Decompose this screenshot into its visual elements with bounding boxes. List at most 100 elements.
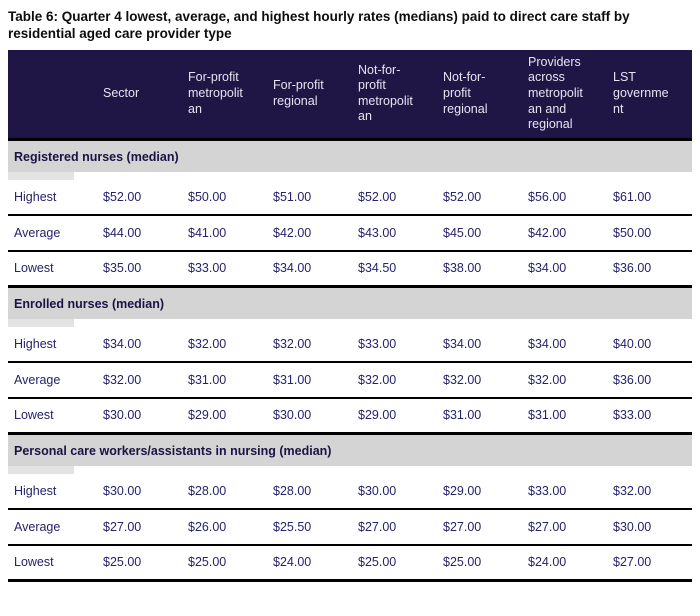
cell-value: $28.00 — [188, 483, 227, 498]
cell-value: $32.00 — [103, 372, 142, 387]
cell-value: $33.00 — [528, 483, 567, 498]
cell-value: $27.00 — [358, 519, 397, 534]
cell-value: $31.00 — [273, 372, 312, 387]
table-title: Table 6: Quarter 4 lowest, average, and … — [8, 9, 630, 41]
section-heading: Enrolled nurses (median) — [8, 287, 692, 319]
section-enrolled-nurses: Enrolled nurses (median) Highest $34.00 … — [8, 287, 692, 435]
column-header-for-profit-regional: For-profit regional — [273, 78, 324, 108]
cell-value: $34.00 — [443, 336, 482, 351]
cell-value: $30.00 — [613, 519, 652, 534]
column-header-lst-government: LST government — [613, 70, 669, 116]
cell-value: $52.00 — [358, 189, 397, 204]
cell-value: $25.50 — [273, 519, 312, 534]
table-row: Lowest $35.00 $33.00 $34.00 $34.50 $38.0… — [8, 252, 692, 288]
column-header-providers-across: Providers across metropolitan and region… — [528, 54, 583, 132]
cell-value: $26.00 — [188, 519, 227, 534]
cell-value: $32.00 — [188, 336, 227, 351]
cell-value: $50.00 — [613, 225, 652, 240]
column-header-for-profit-metropolitan: For-profit metropolitan — [188, 70, 243, 116]
table-row: Lowest $30.00 $29.00 $30.00 $29.00 $31.0… — [8, 399, 692, 435]
table-row: Average $27.00 $26.00 $25.50 $27.00 $27.… — [8, 510, 692, 546]
section-personal-care-workers: Personal care workers/assistants in nurs… — [8, 434, 692, 582]
cell-value: $38.00 — [443, 261, 482, 276]
cell-value: $36.00 — [613, 261, 652, 276]
cell-value: $30.00 — [273, 408, 312, 423]
row-label: Lowest — [14, 408, 54, 423]
cell-value: $31.00 — [528, 408, 567, 423]
cell-value: $25.00 — [188, 555, 227, 570]
section-heading: Personal care workers/assistants in nurs… — [8, 434, 692, 466]
cell-value: $40.00 — [613, 336, 652, 351]
cell-value: $24.00 — [528, 555, 567, 570]
row-label: Highest — [14, 483, 57, 498]
cell-value: $30.00 — [103, 483, 142, 498]
section-notch — [8, 171, 74, 180]
column-header-not-for-profit-metropolitan: Not-for-profit metropolitan — [358, 62, 413, 124]
table-row: Average $32.00 $31.00 $31.00 $32.00 $32.… — [8, 363, 692, 399]
column-header-blank — [8, 89, 97, 99]
cell-value: $33.00 — [358, 336, 397, 351]
cell-value: $32.00 — [613, 483, 652, 498]
cell-value: $28.00 — [273, 483, 312, 498]
table-row: Highest $52.00 $50.00 $51.00 $52.00 $52.… — [8, 180, 692, 216]
cell-value: $52.00 — [103, 189, 142, 204]
cell-value: $51.00 — [273, 189, 312, 204]
cell-value: $32.00 — [443, 372, 482, 387]
cell-value: $32.00 — [358, 372, 397, 387]
cell-value: $25.00 — [358, 555, 397, 570]
section-registered-nurses: Registered nurses (median) Highest $52.0… — [8, 140, 692, 288]
table-row: Average $44.00 $41.00 $42.00 $43.00 $45.… — [8, 216, 692, 252]
cell-value: $27.00 — [103, 519, 142, 534]
row-label: Average — [14, 225, 61, 240]
cell-value: $29.00 — [188, 408, 227, 423]
section-notch — [8, 465, 74, 474]
row-label: Lowest — [14, 555, 54, 570]
row-label: Average — [14, 519, 61, 534]
cell-value: $33.00 — [613, 408, 652, 423]
cell-value: $41.00 — [188, 225, 227, 240]
cell-value: $36.00 — [613, 372, 652, 387]
cell-value: $29.00 — [443, 483, 482, 498]
cell-value: $45.00 — [443, 225, 482, 240]
cell-value: $61.00 — [613, 189, 652, 204]
cell-value: $24.00 — [273, 555, 312, 570]
cell-value: $29.00 — [358, 408, 397, 423]
cell-value: $42.00 — [528, 225, 567, 240]
cell-value: $27.00 — [613, 555, 652, 570]
row-label: Highest — [14, 336, 57, 351]
cell-value: $34.00 — [528, 336, 567, 351]
table-header-row: Sector For-profit metropolitan For-profi… — [8, 49, 692, 141]
cell-value: $56.00 — [528, 189, 567, 204]
cell-value: $34.50 — [358, 261, 397, 276]
report-page: Table 6: Quarter 4 lowest, average, and … — [8, 9, 692, 582]
cell-value: $27.00 — [528, 519, 567, 534]
cell-value: $27.00 — [443, 519, 482, 534]
table-row: Highest $30.00 $28.00 $28.00 $30.00 $29.… — [8, 474, 692, 510]
cell-value: $32.00 — [273, 336, 312, 351]
column-header-not-for-profit-regional: Not-for-profit regional — [443, 70, 488, 116]
table-row: Lowest $25.00 $25.00 $24.00 $25.00 $25.0… — [8, 546, 692, 582]
cell-value: $34.00 — [528, 261, 567, 276]
hourly-rates-table: Sector For-profit metropolitan For-profi… — [8, 49, 692, 582]
cell-value: $42.00 — [273, 225, 312, 240]
cell-value: $30.00 — [358, 483, 397, 498]
row-label: Highest — [14, 189, 57, 204]
cell-value: $30.00 — [103, 408, 142, 423]
cell-value: $33.00 — [188, 261, 227, 276]
cell-value: $34.00 — [103, 336, 142, 351]
section-heading: Registered nurses (median) — [8, 140, 692, 172]
cell-value: $35.00 — [103, 261, 142, 276]
cell-value: $34.00 — [273, 261, 312, 276]
cell-value: $52.00 — [443, 189, 482, 204]
cell-value: $25.00 — [103, 555, 142, 570]
section-notch — [8, 318, 74, 327]
cell-value: $31.00 — [188, 372, 227, 387]
cell-value: $25.00 — [443, 555, 482, 570]
cell-value: $32.00 — [528, 372, 567, 387]
cell-value: $44.00 — [103, 225, 142, 240]
row-label: Average — [14, 372, 61, 387]
cell-value: $50.00 — [188, 189, 227, 204]
table-row: Highest $34.00 $32.00 $32.00 $33.00 $34.… — [8, 327, 692, 363]
cell-value: $43.00 — [358, 225, 397, 240]
cell-value: $31.00 — [443, 408, 482, 423]
